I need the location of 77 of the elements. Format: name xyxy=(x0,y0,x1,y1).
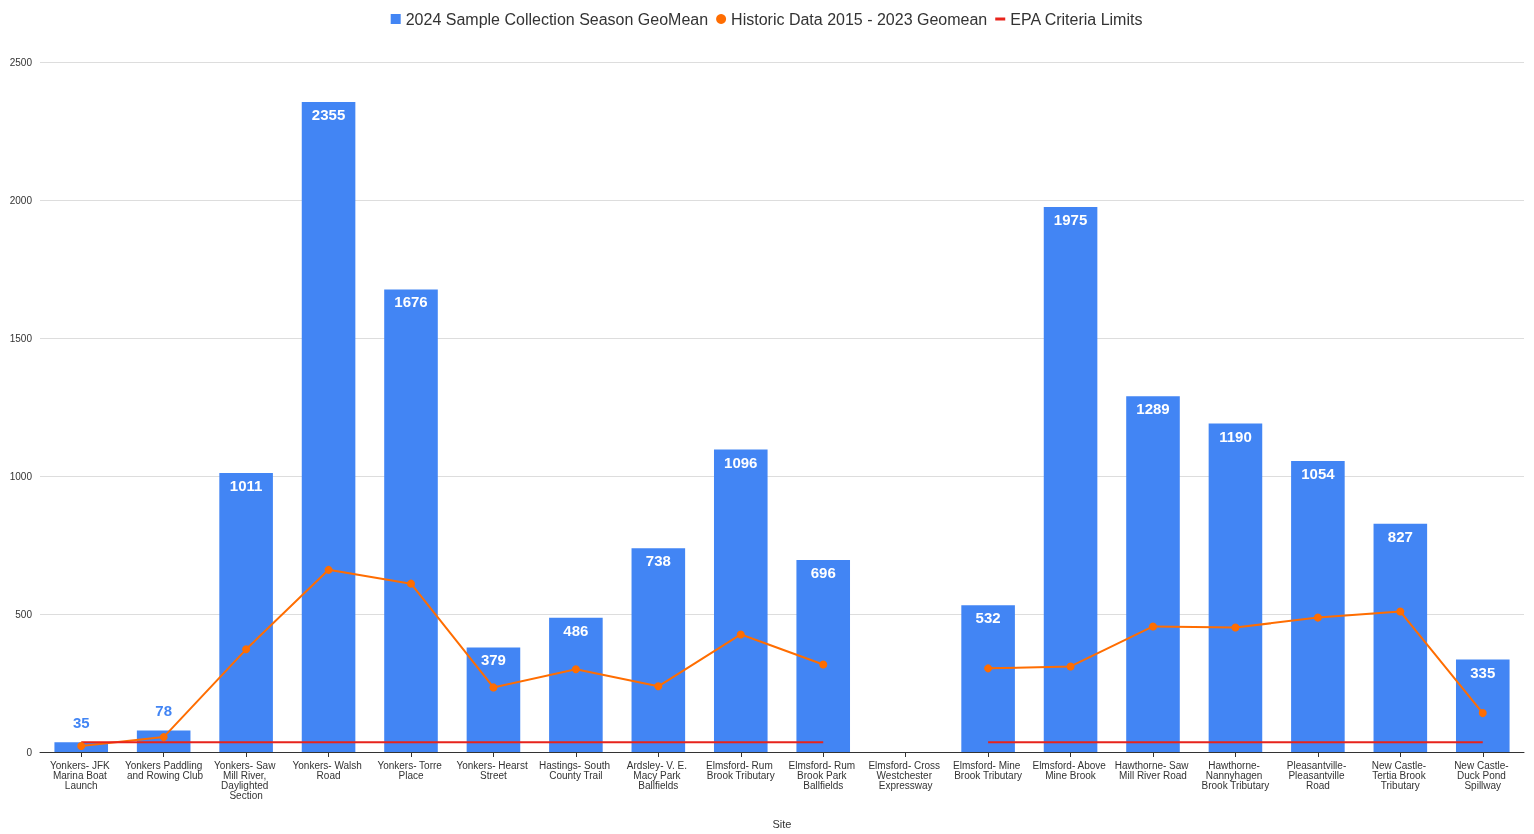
data-label: 827 xyxy=(1387,527,1413,545)
x-tick-label: Yonkers- Saw Mill River, Daylighted Section xyxy=(214,759,279,801)
x-tick-label: Elmsford- Rum Brook Tributary xyxy=(706,759,776,781)
bar xyxy=(466,647,521,752)
data-label: 1096 xyxy=(724,453,758,471)
data-label: 1054 xyxy=(1301,465,1336,483)
x-tick-label: Elmsford- Rum Brook Park Ballfields xyxy=(788,759,858,791)
x-tick-label: Elmsford- Cross Westchester Expressway xyxy=(868,759,943,791)
data-label: 1676 xyxy=(394,293,428,311)
bar xyxy=(1208,423,1263,752)
data-label: 1190 xyxy=(1219,427,1252,445)
bar xyxy=(713,449,768,752)
point xyxy=(984,664,993,673)
x-tick-label: Yonkers- Torre Place xyxy=(377,759,445,781)
bar xyxy=(961,605,1015,752)
x-tick-label: Elmsford- Above Mine Brook xyxy=(1032,759,1109,781)
bar xyxy=(1126,396,1180,752)
x-tick-label: Hastings- South County Trail xyxy=(538,759,613,781)
bar xyxy=(384,289,438,752)
bar xyxy=(631,548,686,752)
legend-label: 2024 Sample Collection Season GeoMean xyxy=(405,10,709,28)
data-label: 1975 xyxy=(1053,210,1088,228)
x-tick-label: New Castle- Tertia Brook Tributary xyxy=(1371,759,1429,791)
bar xyxy=(796,559,851,752)
y-tick-label: 2000 xyxy=(9,194,33,206)
bar xyxy=(1455,659,1510,752)
point xyxy=(489,683,498,692)
x-tick-label: Yonkers- JFK Marina Boat Launch xyxy=(50,759,113,791)
legend-label: EPA Criteria Limits xyxy=(1010,10,1143,28)
point xyxy=(1478,709,1487,718)
point xyxy=(159,733,168,742)
y-tick-label: 1500 xyxy=(9,332,33,344)
point xyxy=(1231,623,1240,632)
x-tick-label: Yonkers Paddling and Rowing Club xyxy=(124,759,204,781)
y-tick-label: 2500 xyxy=(9,56,33,68)
point xyxy=(1396,607,1405,616)
point xyxy=(819,660,828,669)
bar xyxy=(1373,523,1428,752)
x-tick-label: Pleasantville- Pleasantville Road xyxy=(1286,759,1350,791)
point xyxy=(654,682,663,691)
x-tick-label: Yonkers- Hearst Street xyxy=(456,759,531,781)
y-tick-label: 1000 xyxy=(9,470,33,482)
point xyxy=(1313,613,1322,622)
data-label: 1289 xyxy=(1136,400,1170,418)
bar xyxy=(1291,461,1345,752)
data-label: 35 xyxy=(72,714,90,732)
bar xyxy=(301,102,356,752)
point xyxy=(242,645,251,654)
data-label: 738 xyxy=(645,552,671,570)
x-tick-label: New Castle- Duck Pond Spillway xyxy=(1454,759,1512,791)
x-tick-label: Hawthorne- Nannyhagen Brook Tributary xyxy=(1201,759,1270,791)
x-tick-label: Ardsley- V. E. Macy Park Ballfields xyxy=(626,759,690,791)
data-label: 78 xyxy=(155,702,173,720)
data-label: 2355 xyxy=(311,106,346,124)
point xyxy=(736,630,745,639)
data-label: 1011 xyxy=(229,476,263,494)
point xyxy=(77,741,86,750)
y-tick-label: 0 xyxy=(26,746,33,758)
point xyxy=(407,579,415,588)
x-tick-label: Hawthorne- Saw Mill River Road xyxy=(1114,759,1192,781)
y-tick-label: 500 xyxy=(15,608,33,620)
data-label: 335 xyxy=(1470,663,1496,681)
point xyxy=(1149,622,1157,631)
data-label: 532 xyxy=(975,609,1001,627)
x-axis-title: Site xyxy=(772,817,792,830)
bar xyxy=(1043,206,1098,752)
x-tick-label: Yonkers- Walsh Road xyxy=(292,759,365,781)
data-label: 379 xyxy=(480,651,506,669)
point xyxy=(1066,662,1075,671)
data-label: 486 xyxy=(563,621,589,639)
data-label: 696 xyxy=(810,563,836,581)
point xyxy=(571,665,580,674)
bar xyxy=(549,617,603,752)
legend-label: Historic Data 2015 - 2023 Geomean xyxy=(731,10,988,28)
point xyxy=(324,565,333,574)
bar xyxy=(219,472,273,752)
x-tick-label: Elmsford- Mine Brook Tributary xyxy=(953,759,1024,781)
